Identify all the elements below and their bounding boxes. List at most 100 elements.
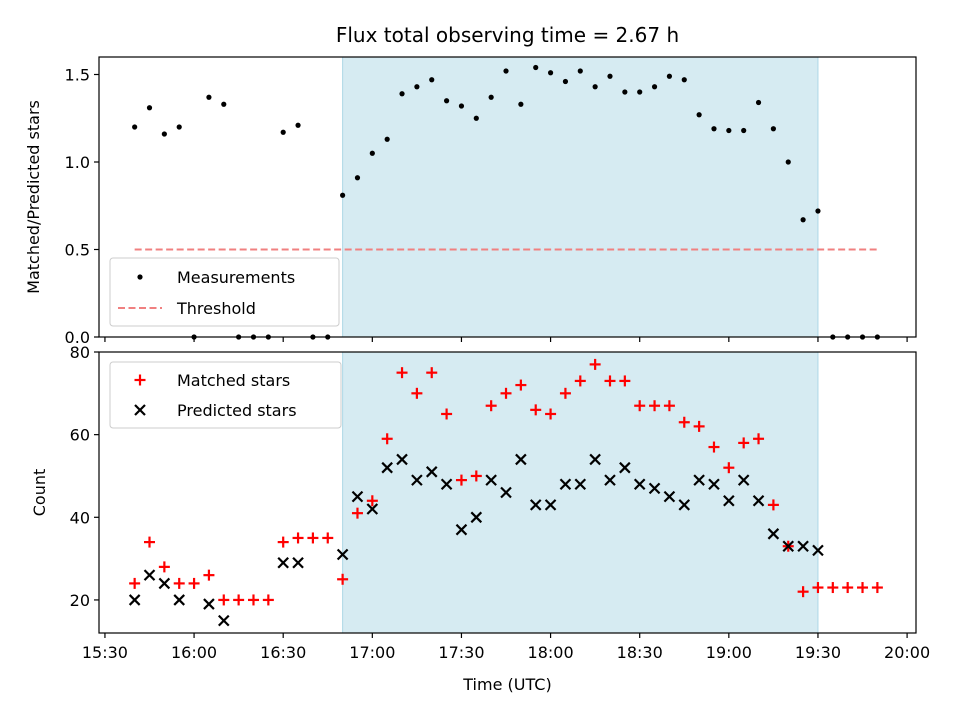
predicted-star-point — [336, 548, 349, 561]
matched-star-point — [173, 577, 185, 589]
measurement-point — [815, 208, 821, 214]
matched-star-point — [381, 433, 393, 445]
measurement-point — [800, 217, 806, 223]
matched-star-point — [812, 582, 824, 594]
measurement-point — [176, 124, 182, 130]
measurement-point — [651, 84, 658, 90]
matched-star-point — [708, 441, 720, 453]
ratio-observing-window — [342, 56, 819, 338]
predicted-star-point — [782, 540, 795, 552]
measurement-point — [711, 126, 717, 132]
measurement-point — [429, 77, 435, 83]
matched-star-point — [634, 400, 646, 412]
ratio-legend: Measurements Threshold — [109, 257, 340, 327]
measurement-point — [726, 127, 732, 134]
legend-measurements-label: Measurements — [177, 268, 295, 287]
matched-star-point — [337, 573, 349, 585]
x-tick-label: 15:30 — [82, 643, 128, 662]
matched-star-point — [470, 470, 482, 482]
matched-star-point — [247, 594, 259, 606]
count-y-tick-label: 60 — [70, 426, 90, 445]
measurement-point — [755, 99, 762, 106]
legend-predicted-label: Predicted stars — [177, 401, 297, 420]
measurement-point — [206, 94, 212, 100]
count-observing-window — [342, 351, 819, 634]
measurement-point — [503, 68, 509, 74]
predicted-star-point — [485, 474, 497, 486]
measurement-point — [741, 127, 747, 134]
ratio-legend-box — [109, 257, 340, 327]
measurement-point — [221, 101, 227, 107]
measurement-point — [280, 129, 286, 135]
measurement-point — [577, 68, 583, 74]
predicted-star-point — [559, 478, 572, 491]
predicted-star-point — [500, 486, 512, 499]
matched-star-point — [842, 582, 854, 594]
measurement-point — [607, 73, 613, 79]
count-legend: Matched stars Predicted stars — [109, 361, 342, 429]
measurement-point — [340, 192, 346, 198]
count-plot-frame — [98, 351, 917, 634]
matched-star-point — [871, 582, 883, 594]
chart-title: Flux total observing time = 2.67 h — [336, 23, 679, 47]
measurement-point — [458, 103, 465, 109]
matched-star-point — [559, 387, 571, 399]
legend-threshold-label: Threshold — [176, 299, 256, 318]
matched-star-point — [827, 582, 839, 594]
measurement-point — [354, 175, 361, 181]
predicted-star-point — [173, 594, 185, 606]
ratio-y-tick-label: 1.5 — [65, 66, 90, 85]
predicted-star-point — [574, 478, 587, 491]
predicted-star-point — [292, 556, 304, 569]
predicted-star-point — [797, 540, 809, 552]
x-tick-label: 20:00 — [884, 643, 930, 662]
predicted-star-point — [203, 598, 215, 610]
x-tick-label: 16:30 — [260, 643, 306, 662]
matched-star-point — [441, 408, 453, 420]
count-panel: 20 40 60 80 15:30 16:00 16:30 17:00 17:30 18:00 18… — [30, 343, 930, 694]
matched-star-point — [723, 462, 735, 474]
measurement-point — [592, 84, 598, 90]
predicted-star-point — [366, 503, 379, 515]
matched-star-point — [797, 586, 809, 598]
legend-matched-label: Matched stars — [177, 371, 290, 390]
matched-star-point — [545, 408, 557, 420]
matched-star-point — [753, 433, 765, 445]
measurement-point — [384, 136, 390, 142]
ratio-plot-frame — [98, 56, 917, 338]
count-y-tick-label: 40 — [70, 508, 90, 527]
legend-matched-marker — [134, 374, 146, 386]
matched-star-point — [604, 375, 616, 387]
matched-star-point — [649, 400, 661, 412]
predicted-star-point — [396, 453, 408, 466]
predicted-star-point — [752, 494, 765, 507]
matched-star-point — [455, 474, 467, 486]
measurement-point — [399, 91, 405, 97]
matched-star-point — [351, 507, 363, 519]
matched-star-point — [277, 536, 289, 548]
matched-star-point — [396, 367, 408, 379]
measurement-point — [473, 115, 479, 121]
measurement-point — [637, 89, 643, 95]
predicted-star-point — [663, 490, 676, 503]
matched-star-point — [589, 358, 601, 370]
measurement-point — [369, 150, 375, 156]
matched-star-point — [738, 437, 750, 449]
matched-star-point — [619, 375, 631, 387]
predicted-star-point — [544, 499, 557, 511]
predicted-star-point — [737, 474, 750, 486]
matched-star-point — [693, 420, 705, 432]
x-tick-label: 17:00 — [349, 643, 395, 662]
predicted-star-point — [351, 490, 364, 503]
predicted-star-point — [455, 523, 468, 536]
predicted-star-point — [128, 594, 141, 606]
measurement-point — [295, 122, 301, 128]
measurement-point — [443, 98, 450, 104]
measurement-point — [132, 124, 138, 130]
ratio-panel: 0.0 0.5 1.0 1.5 Flux total observing time =… — [24, 23, 917, 347]
predicted-star-point — [633, 478, 646, 491]
predicted-star-point — [529, 499, 542, 511]
predicted-star-point — [143, 569, 156, 581]
